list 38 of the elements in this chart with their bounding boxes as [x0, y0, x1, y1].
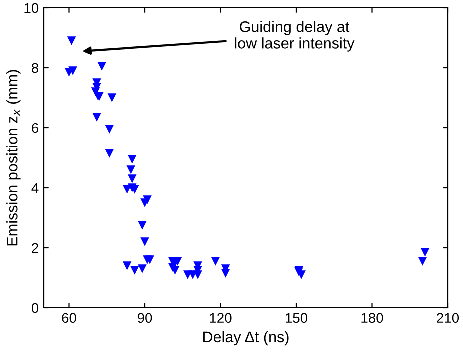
point	[98, 62, 106, 71]
y-tick-label: 2	[32, 243, 38, 254]
y-axis-title: Emission position z$_{x}$ (mm)	[6, 70, 21, 246]
point	[194, 270, 202, 280]
y-tick-label: 6	[32, 123, 39, 134]
point	[67, 36, 76, 46]
point	[146, 256, 154, 264]
x-axis-title: Delay Δt (ns)	[204, 331, 289, 346]
point	[105, 125, 114, 134]
point	[122, 262, 132, 270]
point	[108, 94, 117, 102]
x-tick-label: 210	[437, 313, 460, 324]
y-tick-label: 10	[24, 3, 39, 14]
x-tick-label: 150	[286, 313, 308, 324]
point	[138, 221, 147, 230]
point	[68, 66, 78, 76]
point	[420, 248, 430, 257]
point	[138, 264, 147, 274]
point	[140, 238, 150, 246]
point	[105, 149, 114, 158]
x-tick-label: 60	[62, 313, 76, 324]
point	[130, 266, 140, 275]
point	[128, 155, 137, 164]
x-tick-label: 120	[210, 313, 232, 324]
point	[211, 257, 220, 266]
annotation: Guiding delay at low laser intensity	[235, 21, 355, 52]
point	[92, 113, 102, 122]
y-tick-label: 0	[32, 303, 39, 314]
y-tick-label: 4	[32, 183, 39, 194]
x-tick-label: 180	[362, 313, 384, 324]
point	[418, 257, 428, 266]
point	[128, 174, 137, 184]
point	[126, 166, 136, 174]
point	[143, 196, 152, 204]
point	[173, 257, 182, 266]
y-tick-label: 8	[32, 63, 39, 74]
x-tick-label: 90	[138, 313, 152, 324]
point	[221, 269, 230, 278]
